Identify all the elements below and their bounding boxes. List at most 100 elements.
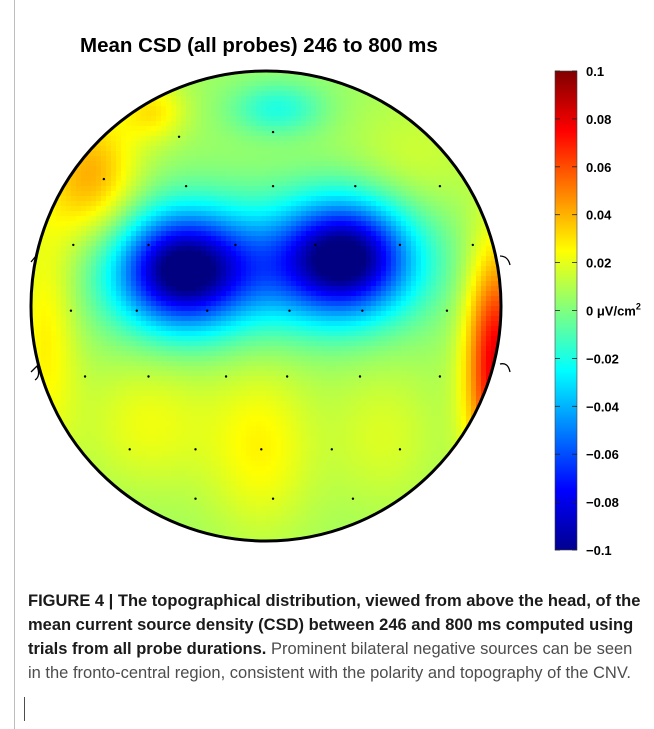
field-cell	[86, 281, 92, 287]
field-cell	[231, 271, 237, 277]
field-cell	[261, 81, 267, 87]
field-cell	[281, 126, 287, 132]
field-cell	[221, 191, 227, 197]
field-cell	[241, 106, 247, 112]
field-cell	[346, 311, 352, 317]
field-cell	[246, 116, 252, 122]
field-cell	[266, 176, 272, 182]
field-cell	[156, 346, 162, 352]
field-cell	[201, 251, 207, 257]
field-cell	[456, 236, 462, 242]
field-cell	[306, 181, 312, 187]
field-cell	[356, 241, 362, 247]
field-cell	[241, 201, 247, 207]
field-cell	[241, 86, 247, 92]
field-cell	[131, 356, 137, 362]
field-cell	[111, 281, 117, 287]
field-cell	[246, 371, 252, 377]
field-cell	[106, 176, 112, 182]
field-cell	[191, 261, 197, 267]
field-cell	[71, 291, 77, 297]
field-cell	[386, 231, 392, 237]
field-cell	[316, 301, 322, 307]
field-cell	[321, 231, 327, 237]
field-cell	[71, 286, 77, 292]
field-cell	[206, 186, 212, 192]
field-cell	[276, 146, 282, 152]
field-cell	[81, 181, 87, 187]
field-cell	[226, 196, 232, 202]
field-cell	[156, 171, 162, 177]
field-cell	[451, 271, 457, 277]
field-cell	[326, 196, 332, 202]
field-cell	[111, 296, 117, 302]
field-cell	[391, 306, 397, 312]
field-cell	[201, 346, 207, 352]
field-cell	[411, 336, 417, 342]
field-cell	[286, 306, 292, 312]
field-cell	[206, 236, 212, 242]
field-cell	[466, 276, 472, 282]
field-cell	[331, 216, 337, 222]
field-cell	[466, 316, 472, 322]
field-cell	[131, 186, 137, 192]
field-cell	[121, 376, 127, 382]
field-cell	[71, 281, 77, 287]
field-cell	[386, 316, 392, 322]
field-cell	[201, 271, 207, 277]
field-cell	[281, 236, 287, 242]
field-cell	[316, 106, 322, 112]
field-cell	[376, 146, 382, 152]
field-cell	[316, 116, 322, 122]
field-cell	[456, 271, 462, 277]
field-cell	[171, 316, 177, 322]
field-cell	[181, 156, 187, 162]
field-cell	[246, 341, 252, 347]
field-cell	[226, 211, 232, 217]
field-cell	[431, 246, 437, 252]
field-cell	[201, 356, 207, 362]
field-cell	[211, 351, 217, 357]
field-cell	[391, 261, 397, 267]
field-cell	[216, 306, 222, 312]
field-cell	[186, 206, 192, 212]
field-cell	[136, 271, 142, 277]
field-cell	[276, 216, 282, 222]
field-cell	[301, 126, 307, 132]
field-cell	[251, 191, 257, 197]
field-cell	[421, 201, 427, 207]
field-cell	[256, 271, 262, 277]
field-cell	[321, 276, 327, 282]
field-cell	[346, 361, 352, 367]
field-cell	[456, 186, 462, 192]
field-cell	[96, 336, 102, 342]
field-cell	[296, 301, 302, 307]
field-cell	[56, 341, 62, 347]
field-cell	[46, 286, 52, 292]
field-cell	[286, 266, 292, 272]
field-cell	[126, 291, 132, 297]
field-cell	[191, 251, 197, 257]
field-cell	[151, 241, 157, 247]
field-cell	[116, 176, 122, 182]
field-cell	[131, 281, 137, 287]
field-cell	[131, 301, 137, 307]
field-cell	[416, 151, 422, 157]
field-cell	[146, 206, 152, 212]
field-cell	[301, 106, 307, 112]
field-cell	[331, 116, 337, 122]
field-cell	[201, 86, 207, 92]
field-cell	[216, 246, 222, 252]
field-cell	[371, 271, 377, 277]
field-cell	[351, 126, 357, 132]
field-cell	[461, 331, 467, 337]
field-cell	[431, 371, 437, 377]
field-cell	[231, 196, 237, 202]
field-cell	[46, 261, 52, 267]
field-cell	[236, 101, 242, 107]
field-cell	[76, 296, 82, 302]
field-cell	[91, 211, 97, 217]
field-cell	[296, 146, 302, 152]
field-cell	[91, 221, 97, 227]
field-cell	[376, 371, 382, 377]
